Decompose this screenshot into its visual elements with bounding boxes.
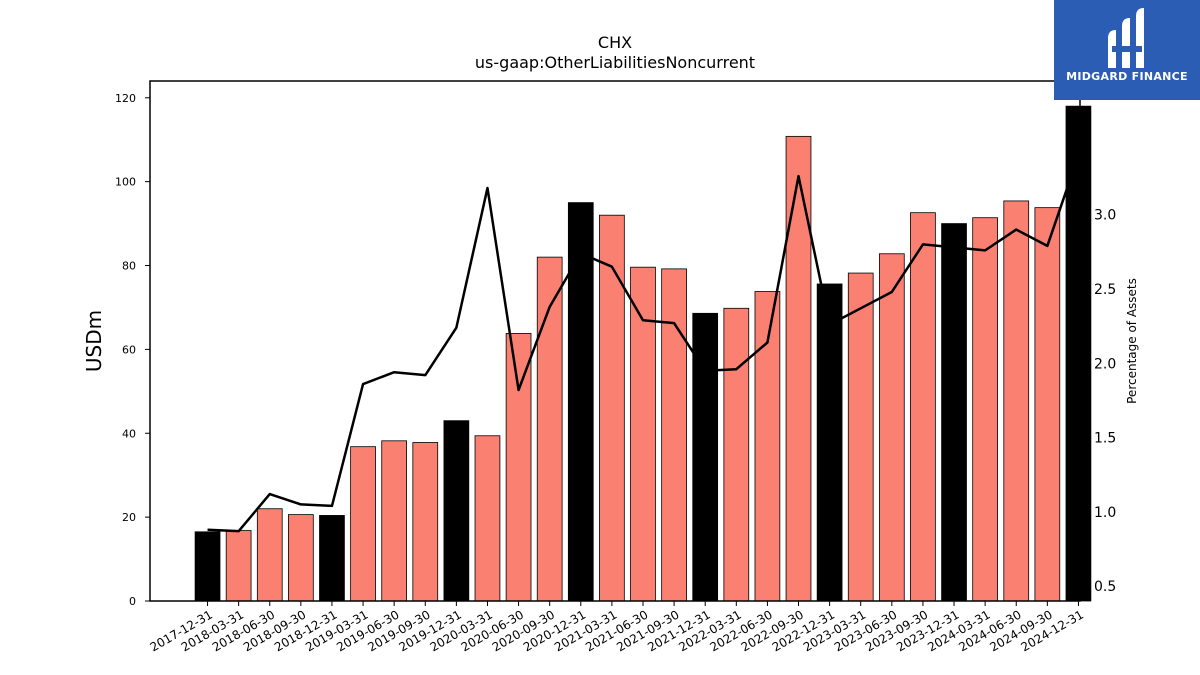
y-tick-label: 60 — [122, 343, 136, 356]
bar — [847, 272, 874, 602]
y2-axis-label: Percentage of Assets — [1125, 278, 1139, 404]
y-tick-label: 120 — [115, 92, 136, 105]
bar — [474, 435, 501, 602]
y2-tick-label: 1.0 — [1094, 505, 1116, 521]
bar — [723, 307, 750, 602]
percent-line — [207, 154, 1080, 533]
bar — [350, 446, 376, 602]
bar — [412, 442, 439, 602]
y-axis-label: USDm — [82, 310, 106, 372]
y2-tick-label: 3.0 — [1094, 208, 1116, 224]
bar — [692, 312, 719, 602]
chart-subtitle: us-gaap:OtherLiabilitiesNoncurrent — [475, 53, 755, 72]
y-tick-label: 20 — [122, 511, 136, 524]
bar — [785, 135, 812, 602]
bar — [972, 217, 998, 602]
bar — [599, 214, 625, 602]
chart-title: CHX — [598, 33, 632, 52]
brand-logo: MIDGARD FINANCE — [1054, 0, 1200, 100]
bar — [381, 440, 408, 602]
bar — [536, 256, 563, 602]
bar — [816, 283, 843, 602]
bar-series — [194, 105, 1092, 602]
y-tick-label: 40 — [122, 427, 136, 440]
y2-tick-label: 2.5 — [1094, 282, 1116, 298]
bar — [194, 531, 221, 602]
bar — [225, 530, 252, 602]
bar — [288, 514, 314, 602]
bar — [567, 202, 594, 602]
line-series — [207, 154, 1080, 533]
logo-icon — [1108, 8, 1144, 68]
y2-tick-label: 0.5 — [1094, 579, 1116, 595]
y2-tick-label: 2.0 — [1094, 356, 1116, 372]
plot-frame — [149, 80, 1081, 602]
bar — [878, 253, 905, 602]
bar — [505, 333, 532, 602]
y2-tick-label: 1.5 — [1094, 431, 1116, 447]
bar — [941, 223, 967, 602]
bar — [910, 212, 936, 602]
bar — [1065, 105, 1092, 602]
bar — [1003, 200, 1030, 602]
bar — [661, 268, 687, 602]
y-tick-label: 100 — [115, 176, 136, 189]
logo-text: MIDGARD FINANCE — [1066, 70, 1188, 83]
bar — [1034, 207, 1061, 602]
bar — [630, 266, 656, 602]
bar — [319, 515, 345, 602]
y-tick-label: 80 — [122, 260, 136, 273]
bar — [443, 420, 470, 602]
y-tick-label: 0 — [129, 595, 136, 608]
bar — [256, 508, 283, 602]
